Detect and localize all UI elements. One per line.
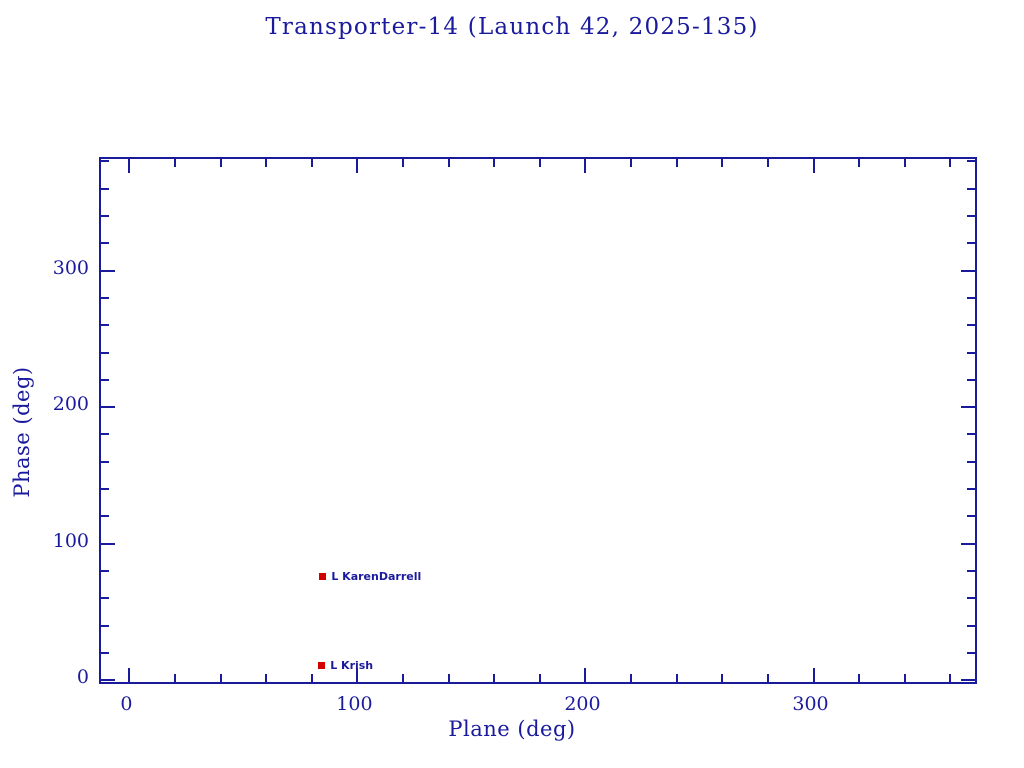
y-tick-minor	[101, 433, 109, 436]
x-axis-title: Plane (deg)	[448, 717, 576, 741]
y-tick-minor	[101, 160, 109, 163]
y-tick-minor	[101, 296, 109, 299]
y-tick-major	[101, 542, 115, 545]
x-tick-minor	[402, 674, 405, 682]
y-tick-minor	[967, 569, 975, 572]
y-tick-minor	[967, 351, 975, 354]
x-tick-label: 100	[336, 693, 373, 715]
y-tick-minor	[967, 378, 975, 381]
x-tick-minor	[721, 159, 724, 167]
y-tick-minor	[101, 351, 109, 354]
y-tick-minor	[967, 651, 975, 654]
y-tick-minor	[967, 160, 975, 163]
x-tick-minor	[858, 674, 861, 682]
x-tick-major	[584, 159, 587, 173]
y-tick-minor	[101, 488, 109, 491]
x-tick-minor	[493, 159, 496, 167]
x-tick-minor	[538, 159, 541, 167]
y-tick-minor	[967, 433, 975, 436]
y-tick-major	[101, 269, 115, 272]
y-tick-minor	[101, 460, 109, 463]
y-tick-minor	[967, 296, 975, 299]
y-tick-minor	[101, 597, 109, 600]
y-tick-minor	[101, 569, 109, 572]
x-tick-minor	[675, 674, 678, 682]
y-tick-minor	[101, 624, 109, 627]
y-tick-minor	[967, 624, 975, 627]
y-tick-minor	[967, 214, 975, 217]
x-tick-minor	[493, 674, 496, 682]
x-tick-major	[128, 668, 131, 682]
y-tick-minor	[967, 187, 975, 190]
x-tick-minor	[538, 674, 541, 682]
x-tick-minor	[858, 159, 861, 167]
x-tick-minor	[219, 159, 222, 167]
y-tick-minor	[967, 597, 975, 600]
y-tick-label: 100	[52, 529, 89, 552]
y-tick-label: 200	[52, 393, 89, 416]
x-tick-major	[356, 668, 359, 682]
data-point-label: L Krish	[330, 659, 374, 673]
x-tick-minor	[630, 674, 633, 682]
x-tick-major	[128, 159, 131, 173]
x-tick-major	[812, 668, 815, 682]
y-tick-major	[961, 269, 975, 272]
chart-title: Transporter-14 (Launch 42, 2025-135)	[265, 14, 759, 40]
y-tick-major	[101, 679, 115, 682]
y-tick-minor	[967, 515, 975, 518]
y-tick-minor	[967, 488, 975, 491]
plot-area: L KarenDarrell L Krish	[99, 157, 977, 684]
x-tick-minor	[903, 159, 906, 167]
y-tick-minor	[101, 242, 109, 245]
y-tick-label: 0	[76, 666, 89, 689]
y-tick-major	[961, 679, 975, 682]
x-tick-minor	[173, 674, 176, 682]
y-tick-minor	[101, 214, 109, 217]
x-tick-minor	[675, 159, 678, 167]
x-tick-minor	[721, 674, 724, 682]
x-tick-label: 0	[120, 693, 133, 715]
y-tick-minor	[967, 324, 975, 327]
y-tick-label: 300	[52, 256, 89, 279]
x-tick-label: 200	[564, 693, 601, 715]
x-tick-minor	[903, 674, 906, 682]
x-tick-major	[812, 159, 815, 173]
x-tick-major	[356, 159, 359, 173]
x-tick-major	[584, 668, 587, 682]
y-tick-minor	[101, 187, 109, 190]
y-tick-minor	[101, 651, 109, 654]
y-tick-major	[101, 406, 115, 409]
x-tick-minor	[766, 159, 769, 167]
y-tick-minor	[101, 324, 109, 327]
data-point-marker	[319, 572, 327, 580]
y-tick-major	[961, 542, 975, 545]
x-tick-minor	[630, 159, 633, 167]
x-tick-minor	[265, 159, 268, 167]
x-tick-minor	[949, 674, 952, 682]
y-tick-minor	[967, 460, 975, 463]
data-point-marker	[318, 662, 326, 670]
y-tick-minor	[967, 242, 975, 245]
x-tick-minor	[265, 674, 268, 682]
y-tick-minor	[101, 515, 109, 518]
x-tick-minor	[402, 159, 405, 167]
y-tick-major	[961, 406, 975, 409]
y-tick-minor	[101, 378, 109, 381]
y-axis-title: Phase (deg)	[10, 366, 34, 498]
x-tick-label: 300	[792, 693, 829, 715]
x-tick-minor	[766, 674, 769, 682]
x-tick-minor	[219, 674, 222, 682]
x-tick-minor	[447, 159, 450, 167]
x-tick-minor	[310, 159, 313, 167]
x-tick-minor	[949, 159, 952, 167]
x-tick-minor	[310, 674, 313, 682]
x-tick-minor	[173, 159, 176, 167]
data-point-label: L KarenDarrell	[331, 569, 422, 583]
x-tick-minor	[447, 674, 450, 682]
